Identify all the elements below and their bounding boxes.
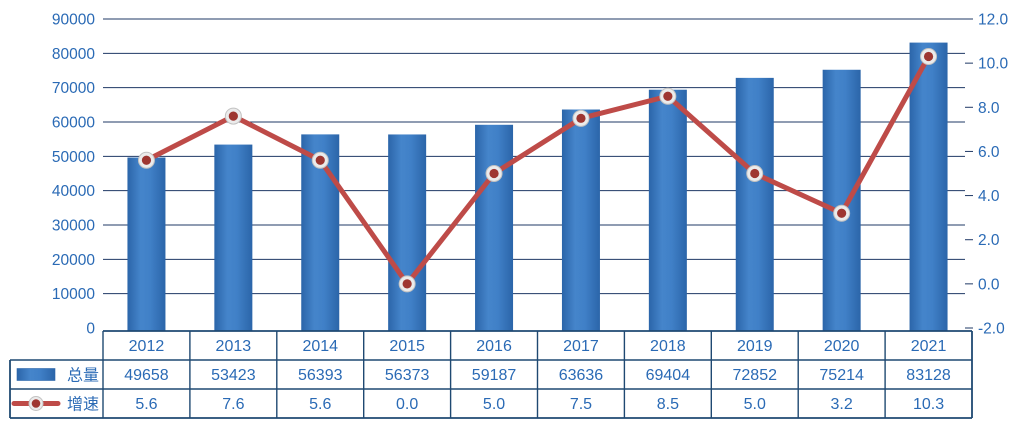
left-axis-label-0: 0 <box>86 321 95 338</box>
growth-marker-2018 <box>663 91 673 101</box>
bar-2017 <box>561 109 600 331</box>
bar-2015 <box>388 134 427 331</box>
growth-marker-2017 <box>576 113 586 123</box>
legend-growth-label: 增速 <box>67 396 99 414</box>
legend-total-label: 总量 <box>67 367 99 385</box>
left-axis-label-10000: 10000 <box>52 286 95 303</box>
table-year-cell-2018: 2018 <box>650 338 686 355</box>
growth-marker-2016 <box>489 168 499 179</box>
left-axis-label-60000: 60000 <box>52 115 95 132</box>
growth-marker-2020 <box>837 208 847 218</box>
table-year-cell-2017: 2017 <box>563 338 599 355</box>
table-total-cell-2017: 63636 <box>559 367 604 384</box>
bar-2021 <box>909 42 948 331</box>
table-growth-cell-2014: 5.6 <box>309 396 331 413</box>
table-total-cell-2019: 72852 <box>733 367 778 384</box>
table-year-cell-2021: 2021 <box>911 338 947 355</box>
table-growth-cell-2017: 7.5 <box>570 396 592 413</box>
table-growth-cell-2021: 10.3 <box>913 396 944 413</box>
legend-marker-dot <box>31 399 41 408</box>
table-growth-cell-2019: 5.0 <box>744 396 766 413</box>
table-growth-cell-2018: 8.5 <box>657 396 679 413</box>
table-growth-cell-2013: 7.6 <box>222 396 244 413</box>
table-year-cell-2013: 2013 <box>216 338 252 355</box>
table-growth-cell-2016: 5.0 <box>483 396 505 413</box>
right-axis-label-0.0: 0.0 <box>978 276 1000 293</box>
table-year-cell-2015: 2015 <box>389 338 425 355</box>
bar-2013 <box>214 144 253 331</box>
right-axis-label-10.0: 10.0 <box>978 56 1009 73</box>
table-total-cell-2014: 56393 <box>298 367 343 384</box>
bar-2018 <box>648 89 687 331</box>
table-year-cell-2014: 2014 <box>302 338 338 355</box>
table-total-cell-2015: 56373 <box>385 367 430 384</box>
bar-2016 <box>475 124 514 332</box>
right-axis-label-2.0: 2.0 <box>978 232 1000 249</box>
bar-2019 <box>735 77 774 331</box>
growth-marker-2021 <box>923 51 934 62</box>
growth-line <box>143 54 932 287</box>
table-total-cell-2021: 83128 <box>906 367 951 384</box>
legend-bar-swatch <box>16 368 56 381</box>
table-growth-cell-2015: 0.0 <box>396 396 418 413</box>
right-axis-label-4.0: 4.0 <box>978 188 1000 205</box>
right-axis-label--2.0: -2.0 <box>978 321 1005 338</box>
left-axis-label-80000: 80000 <box>52 46 95 63</box>
table-year-cell-2016: 2016 <box>476 338 512 355</box>
table-growth-cell-2020: 3.2 <box>831 396 853 413</box>
left-axis-label-50000: 50000 <box>52 149 95 166</box>
growth-marker-2013 <box>228 111 238 121</box>
growth-marker-2014 <box>315 155 325 165</box>
left-axis-label-70000: 70000 <box>52 80 95 97</box>
growth-marker-2015 <box>402 279 412 289</box>
table-year-cell-2012: 2012 <box>129 338 165 355</box>
bar-2012 <box>127 157 166 331</box>
growth-marker-2012 <box>141 155 152 165</box>
left-axis-label-90000: 90000 <box>52 12 95 29</box>
growth-marker-2019 <box>750 168 760 179</box>
table-total-cell-2020: 75214 <box>819 367 864 384</box>
bar-2020 <box>822 69 861 332</box>
table-year-cell-2020: 2020 <box>824 338 860 355</box>
table-total-cell-2016: 59187 <box>472 367 517 384</box>
right-axis-label-6.0: 6.0 <box>978 144 1000 161</box>
table-total-cell-2018: 69404 <box>646 367 691 384</box>
table-year-cell-2019: 2019 <box>737 338 773 355</box>
left-axis-label-20000: 20000 <box>52 252 95 269</box>
left-axis-label-40000: 40000 <box>52 183 95 200</box>
table-growth-cell-2012: 5.6 <box>135 396 157 413</box>
right-axis-label-12.0: 12.0 <box>978 12 1009 29</box>
table-total-cell-2012: 49658 <box>124 367 169 384</box>
right-axis-label-8.0: 8.0 <box>978 100 1000 117</box>
left-axis-label-30000: 30000 <box>52 218 95 235</box>
table-total-cell-2013: 53423 <box>211 367 256 384</box>
